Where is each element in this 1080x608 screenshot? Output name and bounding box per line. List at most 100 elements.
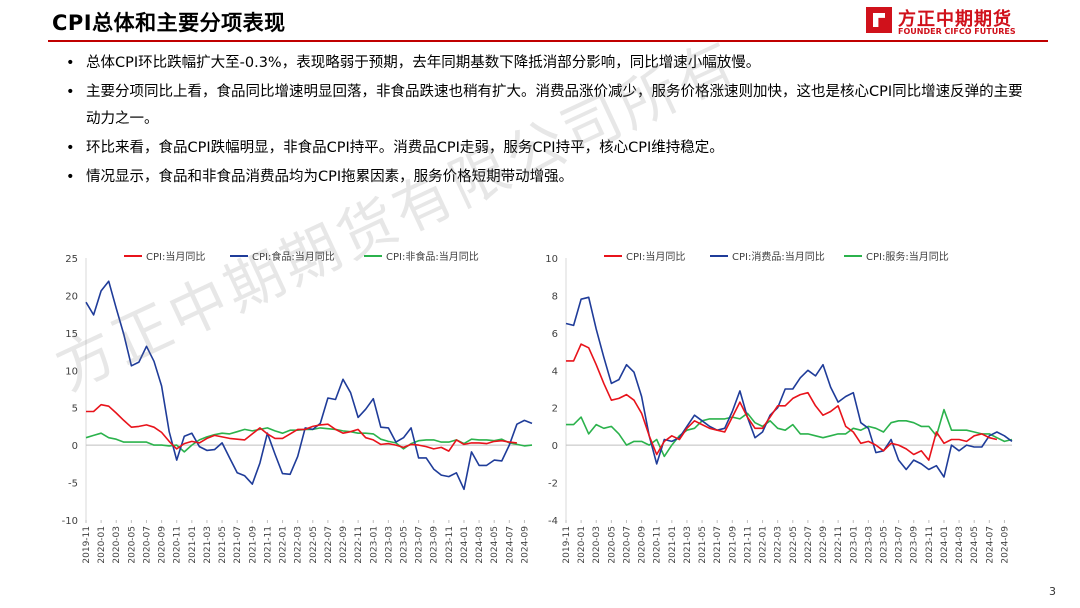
x-tick-label: 2022-01 — [279, 526, 289, 564]
legend-label: CPI:服务:当月同比 — [866, 250, 949, 263]
x-tick-label: 2023-05 — [879, 526, 889, 564]
x-tick-label: 2021-07 — [233, 526, 243, 564]
x-tick-label: 2023-09 — [430, 526, 440, 564]
series-line — [566, 343, 998, 461]
cpi-goods-services-chart: -4 -2 0 2 4 6 8 10 2019-11 2020-01 2020-03 2020-05 2… — [545, 250, 1013, 564]
bullet-item: 主要分项同比上看，食品同比增速明显回落，非食品跌速也稍有扩大。消费品涨价减少，服… — [66, 79, 1026, 133]
x-tick-label: 2021-07 — [713, 526, 723, 564]
x-tick-label: 2024-05 — [970, 526, 980, 564]
x-tick-label: 2023-11 — [445, 526, 455, 564]
y-tick-label: 5 — [72, 404, 78, 415]
legend-label: CPI:当月同比 — [626, 250, 685, 263]
legend-label: CPI:消费品:当月同比 — [732, 250, 825, 263]
x-tick-label: 2021-11 — [743, 526, 753, 564]
bullet-list: 总体CPI环比跌幅扩大至-0.3%，表现略弱于预期，去年同期基数下降抵消部分影响… — [66, 50, 1026, 193]
y-tick-label: -10 — [62, 516, 78, 527]
x-tick-label: 2022-07 — [324, 526, 334, 564]
logo-text-cn: 方正中期期货 — [898, 9, 1012, 30]
x-tick-label: 2021-05 — [218, 526, 228, 564]
y-tick-label: 4 — [552, 366, 558, 377]
y-tick-label: -5 — [68, 479, 78, 490]
y-tick-label: 10 — [65, 366, 78, 377]
x-tick-label: 2023-01 — [369, 526, 379, 564]
x-tick-label: 2024-09 — [520, 526, 530, 564]
x-tick-label: 2022-05 — [309, 526, 319, 564]
x-tick-label: 2024-01 — [460, 526, 470, 564]
x-tick-label: 2021-01 — [188, 526, 198, 564]
bullet-item: 环比来看，食品CPI跌幅明显，非食品CPI持平。消费品CPI走弱，服务CPI持平… — [66, 135, 1026, 162]
bullet-item: 总体CPI环比跌幅扩大至-0.3%，表现略弱于预期，去年同期基数下降抵消部分影响… — [66, 50, 1026, 77]
x-tick-label: 2020-11 — [653, 526, 663, 564]
x-tick-label: 2020-09 — [158, 526, 168, 564]
x-tick-label: 2022-05 — [789, 526, 799, 564]
logo-text-en: FOUNDER CIFCO FUTURES — [898, 27, 1016, 36]
x-tick-label: 2023-05 — [399, 526, 409, 564]
x-tick-label: 2024-03 — [955, 526, 965, 564]
x-tick-label: 2020-03 — [592, 526, 602, 564]
y-tick-label: 20 — [65, 291, 78, 302]
x-tick-label: 2022-03 — [774, 526, 784, 564]
x-tick-label: 2023-03 — [864, 526, 874, 564]
page-number: 3 — [1049, 585, 1056, 598]
x-tick-label: 2021-03 — [683, 526, 693, 564]
y-tick-label: -4 — [548, 516, 558, 527]
series-line — [85, 427, 533, 453]
x-tick-label: 2022-11 — [354, 526, 364, 564]
x-tick-label: 2020-07 — [622, 526, 632, 564]
x-tick-label: 2023-09 — [910, 526, 920, 564]
x-tick-label: 2024-05 — [490, 526, 500, 564]
logo-icon — [866, 7, 892, 33]
x-tick-label: 2021-03 — [203, 526, 213, 564]
chart-left: -10 -5 0 5 10 15 20 25 2019-11 2020-01 2020-03 2020… — [56, 246, 536, 576]
company-logo: 方正中期期货 FOUNDER CIFCO FUTURES — [866, 6, 1026, 38]
legend-label: CPI:当月同比 — [146, 250, 205, 263]
legend-label: CPI:食品:当月同比 — [252, 250, 335, 263]
x-tick-label: 2023-07 — [895, 526, 905, 564]
x-tick-label: 2023-01 — [849, 526, 859, 564]
x-tick-label: 2021-01 — [668, 526, 678, 564]
legend-label: CPI:非食品:当月同比 — [386, 250, 479, 263]
x-tick-label: 2024-07 — [985, 526, 995, 564]
y-tick-label: 10 — [545, 254, 558, 265]
y-tick-label: 25 — [65, 254, 78, 265]
x-tick-label: 2023-11 — [925, 526, 935, 564]
y-tick-label: 2 — [552, 404, 558, 415]
series-line — [85, 280, 533, 491]
x-tick-label: 2020-01 — [577, 526, 587, 564]
x-tick-label: 2022-09 — [819, 526, 829, 564]
x-tick-label: 2022-11 — [834, 526, 844, 564]
y-tick-label: 15 — [65, 329, 78, 340]
x-tick-label: 2020-05 — [127, 526, 137, 564]
bullet-item: 情况显示，食品和非食品消费品均为CPI拖累因素，服务价格短期带动增强。 — [66, 164, 1026, 191]
chart-right: -4 -2 0 2 4 6 8 10 2019-11 2020-01 2020-03 2020-05 2… — [536, 246, 1026, 576]
x-tick-label: 2024-01 — [940, 526, 950, 564]
x-tick-label: 2021-11 — [263, 526, 273, 564]
y-tick-label: 8 — [552, 291, 558, 302]
x-tick-label: 2019-11 — [82, 526, 92, 564]
x-tick-label: 2019-11 — [562, 526, 572, 564]
y-tick-label: 0 — [72, 441, 78, 452]
y-tick-label: 0 — [552, 441, 558, 452]
x-tick-label: 2024-07 — [505, 526, 515, 564]
x-tick-label: 2021-09 — [728, 526, 738, 564]
x-tick-label: 2022-03 — [294, 526, 304, 564]
series-line — [566, 408, 1013, 458]
x-tick-label: 2021-05 — [698, 526, 708, 564]
x-tick-label: 2022-09 — [339, 526, 349, 564]
series-line — [565, 296, 1013, 478]
x-tick-label: 2024-09 — [1000, 526, 1010, 564]
series-line — [86, 403, 517, 452]
x-tick-label: 2021-09 — [248, 526, 258, 564]
cpi-food-nonfood-chart: -10 -5 0 5 10 15 20 25 2019-11 2020-01 2020-03 2020… — [62, 250, 533, 564]
x-tick-label: 2020-05 — [607, 526, 617, 564]
x-tick-label: 2020-09 — [638, 526, 648, 564]
y-tick-label: 6 — [552, 329, 558, 340]
x-tick-label: 2020-01 — [97, 526, 107, 564]
x-tick-label: 2023-03 — [384, 526, 394, 564]
x-tick-label: 2020-11 — [173, 526, 183, 564]
title-divider — [48, 40, 1048, 42]
x-tick-label: 2020-03 — [112, 526, 122, 564]
x-tick-label: 2020-07 — [142, 526, 152, 564]
y-tick-label: -2 — [548, 479, 558, 490]
x-tick-label: 2022-07 — [804, 526, 814, 564]
